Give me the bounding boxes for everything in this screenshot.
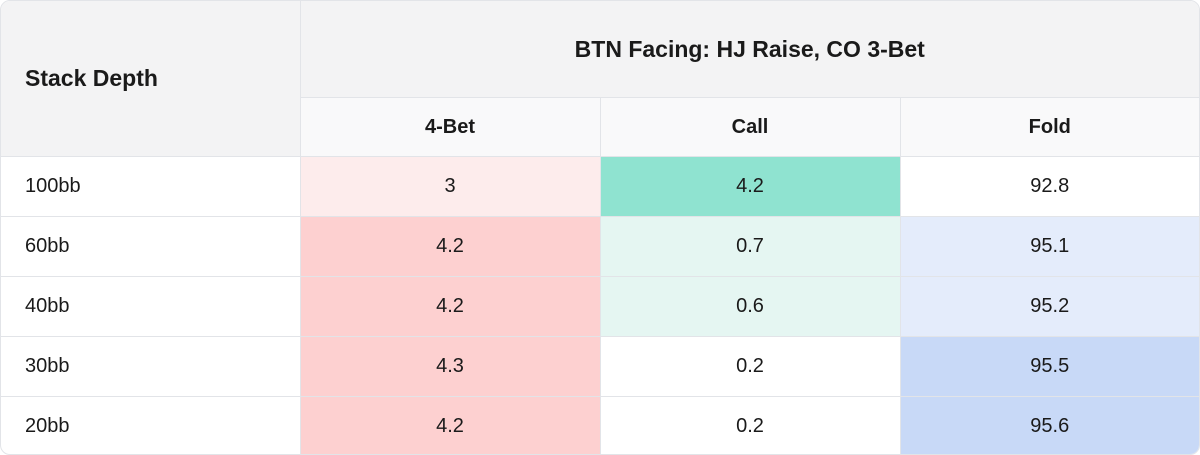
cell-call: 4.2 — [600, 156, 901, 217]
table-row: 100bb 3 4.2 92.8 — [1, 156, 1199, 217]
row-label: 100bb — [1, 156, 301, 217]
cell-call: 0.2 — [600, 396, 901, 454]
row-label: 20bb — [1, 396, 301, 454]
cell-4bet: 4.2 — [300, 396, 601, 454]
cell-4bet: 4.2 — [300, 276, 601, 337]
table-row: 40bb 4.2 0.6 95.2 — [1, 276, 1199, 337]
stack-depth-header: Stack Depth — [1, 1, 301, 157]
cell-4bet: 4.2 — [300, 216, 601, 277]
row-label: 30bb — [1, 336, 301, 397]
table-row: 30bb 4.3 0.2 95.5 — [1, 336, 1199, 397]
cell-fold: 92.8 — [900, 156, 1199, 217]
cell-call: 0.2 — [600, 336, 901, 397]
row-label: 60bb — [1, 216, 301, 277]
cell-4bet: 4.3 — [300, 336, 601, 397]
cell-4bet: 3 — [300, 156, 601, 217]
cell-fold: 95.2 — [900, 276, 1199, 337]
row-label: 40bb — [1, 276, 301, 337]
cell-call: 0.6 — [600, 276, 901, 337]
column-header-call: Call — [600, 97, 901, 157]
table-row: 20bb 4.2 0.2 95.6 — [1, 396, 1199, 454]
cell-fold: 95.1 — [900, 216, 1199, 277]
column-header-fold: Fold — [900, 97, 1199, 157]
group-header: BTN Facing: HJ Raise, CO 3-Bet — [300, 1, 1199, 98]
cell-fold: 95.6 — [900, 396, 1199, 454]
column-header-4bet: 4-Bet — [300, 97, 601, 157]
cell-fold: 95.5 — [900, 336, 1199, 397]
table-row: 60bb 4.2 0.7 95.1 — [1, 216, 1199, 277]
cell-call: 0.7 — [600, 216, 901, 277]
